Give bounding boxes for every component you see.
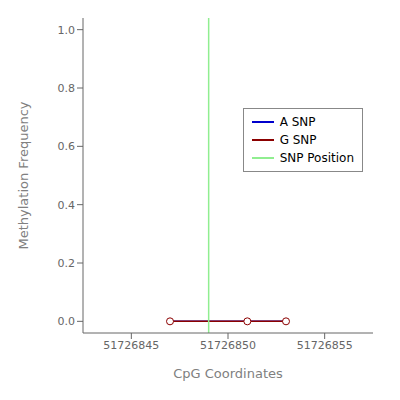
html-text:SNP Position: SNP Position	[279, 150, 354, 165]
svg-text:0.8: 0.8	[58, 82, 76, 95]
svg-text:CpG Coordinates: CpG Coordinates	[173, 366, 283, 381]
svg-text:51726845: 51726845	[103, 339, 159, 352]
svg-text:1.0: 1.0	[58, 24, 76, 37]
svg-text:0.6: 0.6	[58, 140, 76, 153]
svg-text:0.0: 0.0	[58, 315, 76, 328]
html-text:G SNP: G SNP	[279, 132, 317, 147]
svg-text:0.2: 0.2	[58, 257, 76, 270]
svg-text:51726855: 51726855	[297, 339, 353, 352]
svg-text:0.4: 0.4	[58, 199, 76, 212]
svg-text:Methylation Frequency: Methylation Frequency	[16, 101, 31, 249]
svg-text:51726850: 51726850	[200, 339, 256, 352]
html-text:A SNP: A SNP	[279, 114, 316, 129]
